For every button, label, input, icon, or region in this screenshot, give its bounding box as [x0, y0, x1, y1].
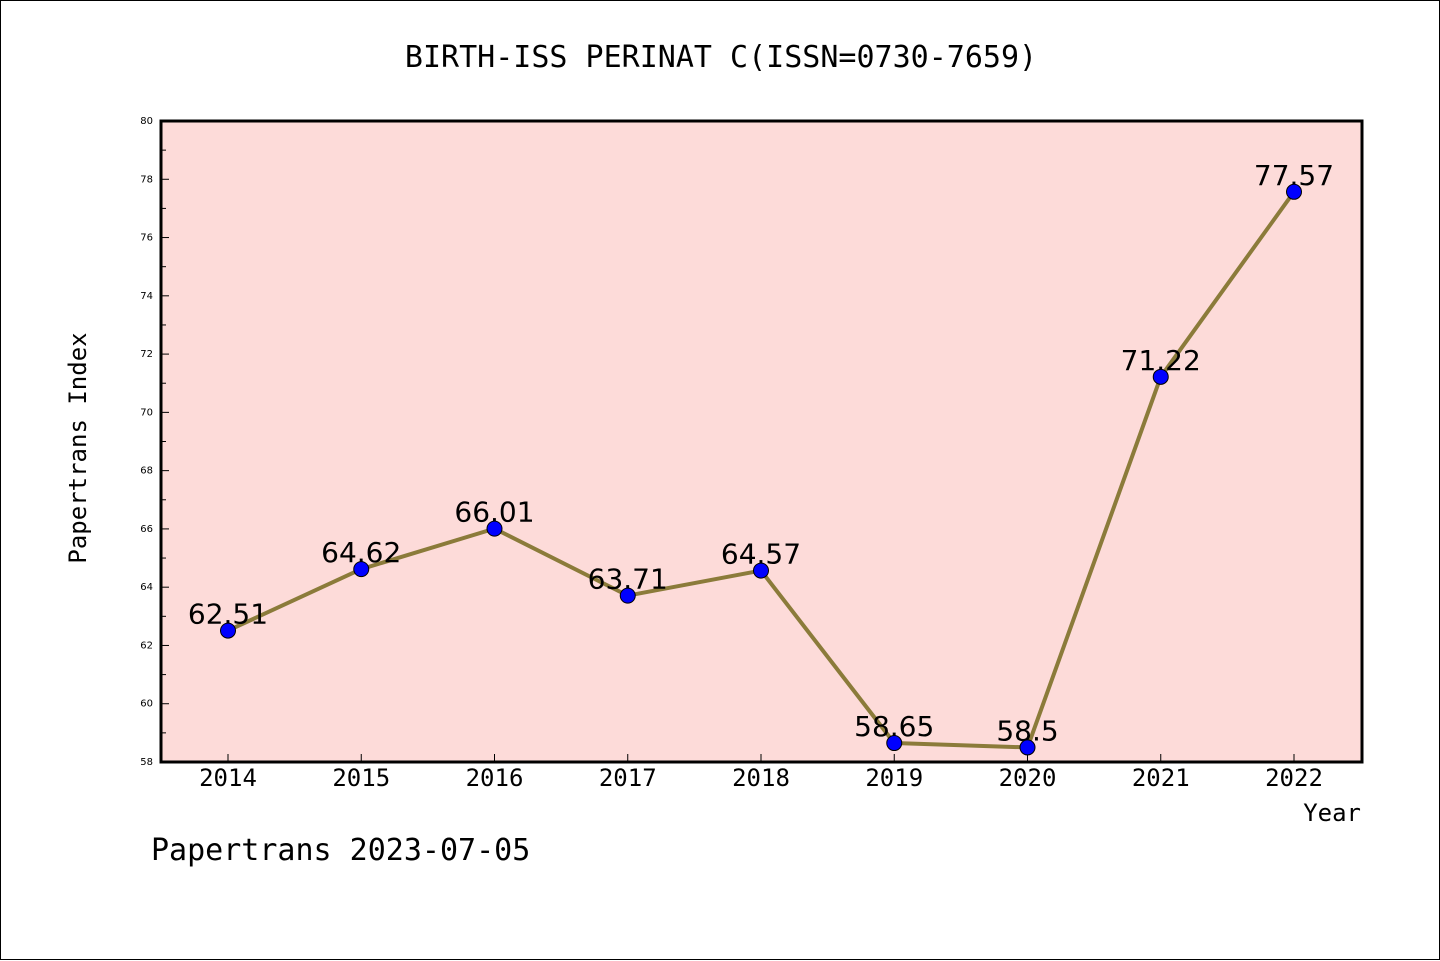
y-tick-label: 72 [140, 349, 153, 360]
footer-text: Papertrans 2023-07-05 [151, 833, 531, 868]
data-point [1286, 183, 1302, 200]
data-point [1152, 368, 1169, 385]
plot-area [159, 119, 1364, 764]
x-axis-title: Year [1303, 799, 1361, 827]
y-tick-label: 62 [140, 640, 153, 651]
y-axis: 58 60 62 64 66 68 70 72 74 76 78 80 [140, 116, 169, 768]
x-tick-label: 2017 [599, 764, 657, 792]
x-tick-label: 2015 [332, 764, 390, 792]
x-tick-label: 2021 [1132, 764, 1190, 792]
y-tick-label: 58 [140, 757, 153, 768]
x-axis: 2014 2015 2016 2017 2018 2019 2020 2021 2022 [199, 754, 1323, 792]
data-point [486, 520, 503, 537]
y-tick-label: 68 [140, 466, 153, 477]
y-tick-label: 64 [140, 582, 153, 593]
data-point [220, 622, 236, 639]
y-tick-label: 74 [140, 291, 153, 302]
chart-title: BIRTH-ISS PERINAT C(ISSN=0730-7659) [405, 40, 1037, 75]
y-axis-title: Papertrans Index [64, 332, 92, 563]
x-tick-label: 2016 [466, 764, 524, 792]
y-tick-label: 70 [140, 407, 153, 418]
y-tick-label: 60 [140, 699, 153, 710]
data-point [353, 561, 370, 578]
y-tick-label: 80 [140, 116, 153, 127]
x-tick-label: 2022 [1265, 764, 1323, 792]
x-tick-label: 2014 [199, 764, 257, 792]
data-point [886, 735, 903, 752]
data-point [619, 587, 636, 604]
x-tick-label: 2018 [732, 764, 790, 792]
x-tick-label: 2019 [865, 764, 923, 792]
data-point [753, 562, 769, 579]
y-tick-label: 66 [140, 524, 153, 535]
x-tick-label: 2020 [999, 764, 1057, 792]
y-tick-label: 78 [140, 174, 153, 185]
data-point [1019, 739, 1036, 756]
y-tick-label: 76 [140, 233, 153, 244]
